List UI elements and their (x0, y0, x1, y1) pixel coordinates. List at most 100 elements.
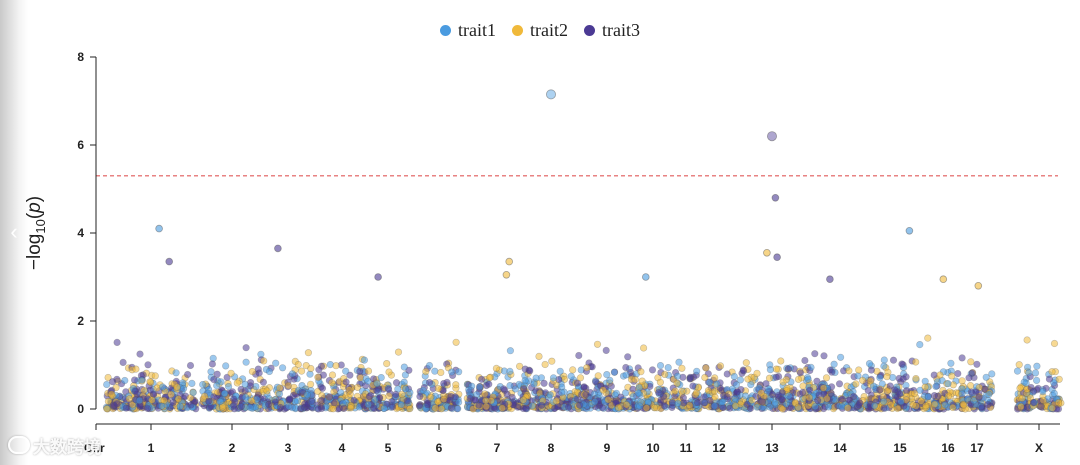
snp-point (230, 395, 238, 403)
snp-point (440, 379, 448, 388)
top-hit-point (974, 281, 983, 290)
snp-point (838, 395, 846, 403)
top-hit-point (546, 89, 557, 100)
snp-point (959, 401, 968, 409)
snp-point (569, 366, 577, 374)
snp-point (519, 404, 527, 413)
snp-point (167, 390, 175, 399)
snp-point (511, 385, 520, 393)
snp-point (686, 375, 694, 383)
snp-point (169, 398, 177, 407)
snp-point (739, 367, 748, 375)
snp-point (424, 401, 432, 409)
snp-point (422, 368, 430, 376)
snp-point (1033, 362, 1041, 370)
snp-point (580, 383, 588, 391)
snp-point (958, 390, 966, 398)
snp-point (427, 393, 435, 401)
snp-point (405, 366, 413, 374)
snp-point (199, 381, 207, 389)
snp-point (187, 401, 195, 409)
snp-point (107, 390, 116, 398)
snp-point (492, 364, 501, 373)
top-hit-point (763, 249, 771, 257)
snp-point (216, 397, 224, 406)
snp-point (246, 404, 254, 412)
snp-point (845, 367, 853, 375)
snp-point (265, 400, 273, 409)
snp-point (498, 404, 506, 412)
chevron-left-icon[interactable]: ‹ (10, 219, 18, 244)
snp-point (275, 390, 284, 398)
snp-point (624, 353, 632, 361)
legend-dot-trait1 (440, 25, 451, 36)
top-hit-point (939, 275, 948, 284)
x-axis-label: Chr (84, 441, 105, 455)
snp-point (804, 375, 812, 383)
snp-point (693, 367, 701, 375)
snp-point (675, 358, 683, 366)
x-tick-label: 8 (548, 441, 555, 455)
snp-point (975, 393, 983, 402)
snp-point (689, 382, 697, 390)
snp-point (779, 378, 787, 386)
snp-point (880, 362, 888, 370)
snp-point (241, 387, 249, 395)
top-hit-point (505, 257, 514, 266)
snp-point (642, 404, 651, 412)
snp-point (160, 396, 168, 405)
snp-point (263, 387, 271, 395)
snp-point (932, 382, 940, 391)
snp-point (549, 374, 558, 382)
snp-point (364, 367, 373, 375)
snp-point (286, 395, 294, 403)
snp-point (639, 344, 648, 352)
snp-point (602, 346, 610, 355)
snp-point (1017, 403, 1025, 411)
snp-point (924, 393, 933, 401)
snp-point (221, 389, 229, 398)
snp-point (654, 388, 663, 397)
snp-point (771, 399, 779, 407)
snp-point (622, 401, 631, 409)
snp-point (279, 364, 287, 372)
snp-point (448, 368, 456, 376)
snp-point (659, 393, 668, 401)
snp-point (481, 390, 489, 398)
snp-point (573, 379, 582, 387)
snp-point (131, 387, 139, 395)
y-tick-label: 4 (77, 226, 84, 240)
snp-point (298, 367, 306, 375)
snp-point (879, 397, 888, 406)
y-tick-label: 0 (77, 402, 84, 416)
snp-point (503, 390, 511, 398)
snp-point (947, 359, 955, 367)
snp-point (189, 389, 197, 397)
snp-point (592, 378, 600, 386)
snp-point (917, 397, 925, 405)
snp-point (354, 383, 362, 392)
snp-point (475, 401, 483, 409)
snp-point (772, 365, 780, 373)
snp-point (1039, 396, 1047, 404)
snp-point (265, 367, 274, 376)
snp-point (794, 375, 803, 384)
snp-point (373, 380, 381, 388)
snp-point (954, 370, 962, 378)
snp-point (176, 402, 184, 410)
snp-point (451, 393, 459, 401)
snp-point (400, 363, 408, 371)
snp-point (1023, 403, 1031, 411)
snp-point (723, 370, 731, 378)
snp-point (621, 389, 630, 397)
x-tick-label: X (1035, 441, 1043, 455)
snp-point (121, 376, 129, 385)
snp-point (1025, 369, 1033, 377)
snp-point (482, 397, 490, 405)
snp-point (230, 401, 238, 409)
top-hit-point (165, 257, 174, 266)
snp-point (783, 384, 791, 393)
snp-point (631, 376, 639, 384)
snp-point (827, 389, 835, 397)
snp-point (248, 397, 256, 405)
